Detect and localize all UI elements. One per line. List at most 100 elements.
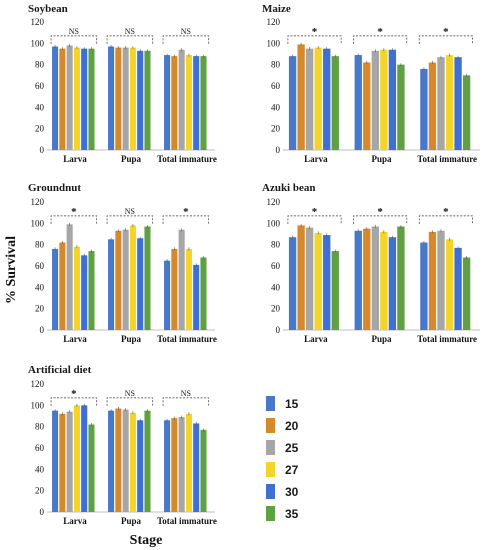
category-label: Pupa [371,154,392,164]
panel-title: Maize [262,3,291,15]
y-tick-label: 60 [35,81,45,91]
legend-swatch [266,440,275,455]
bar [363,62,371,150]
significance-bracket [418,35,473,44]
bar [420,68,428,150]
chart-panel-0: Soybean 0 20 40 60 80 100 120 Larva NS Pupa NS Total… [28,3,217,164]
bar [428,231,437,330]
bar [129,47,136,150]
bar [122,229,129,330]
bar [88,424,95,512]
y-tick-label: 80 [271,240,281,250]
y-tick-label: 120 [31,379,45,389]
panel-title: Azuki bean [262,182,316,194]
significance-label: NS [125,27,135,36]
bar [193,56,200,150]
chart-panel-4: Artificial diet 0 20 40 60 80 100 120 Larva * Pupa… [28,364,217,526]
y-tick-label: 0 [276,325,281,335]
category-label: Total immature [157,154,217,164]
bar [314,47,322,150]
y-tick-label: 80 [35,240,45,250]
legend-swatch [266,418,275,433]
bar [371,50,379,150]
significance-bracket [106,215,154,224]
bar [88,48,95,150]
bar [354,230,362,330]
bar [428,62,437,150]
legend-swatch [266,484,275,499]
y-tick-label: 40 [271,102,281,112]
category-label: Pupa [371,334,392,344]
bar [178,417,185,512]
significance-bracket [287,35,342,44]
bar [81,48,88,150]
y-tick-label: 0 [40,325,45,335]
category-label: Larva [63,334,87,344]
y-tick-label: 60 [35,261,45,271]
significance-bracket [50,35,98,44]
y-tick-label: 0 [40,507,45,517]
category-label: Total immature [157,334,217,344]
legend: 15 20 25 27 30 35 [266,396,299,521]
bar [137,50,144,150]
category-label: Larva [63,154,87,164]
significance-bracket [353,35,408,44]
bar [445,239,454,330]
bar [122,47,129,150]
bar [115,47,122,150]
y-tick-label: 100 [31,400,45,410]
bar [331,56,339,150]
significance-bracket [353,215,408,224]
significance-label: * [377,26,383,38]
significance-label: * [443,206,449,218]
bar [66,45,73,150]
bar [164,420,171,512]
bar [354,55,362,150]
y-tick-label: 20 [35,486,45,496]
significance-label: * [312,26,318,38]
y-tick-label: 40 [35,464,45,474]
y-tick-label: 60 [35,443,45,453]
bar [437,230,445,330]
legend-swatch [266,506,275,521]
category-label: Larva [63,516,87,526]
bar [164,260,171,330]
significance-label: * [443,26,449,38]
panel-title: Soybean [28,3,68,15]
y-tick-label: 80 [271,60,281,70]
category-label: Pupa [121,516,142,526]
bar [108,239,115,330]
bar [323,235,331,330]
bar [380,49,388,151]
y-tick-label: 60 [271,81,281,91]
significance-label: NS [69,27,79,36]
bar [144,50,151,150]
panel-title: Groundnut [28,182,81,194]
y-tick-label: 120 [267,197,281,207]
legend-label: 20 [285,419,299,433]
significance-bracket [162,35,210,44]
bar [88,251,95,330]
legend-swatch [266,462,275,477]
significance-label: NS [125,389,135,398]
bar [420,242,428,330]
y-tick-label: 20 [35,304,45,314]
y-tick-label: 120 [267,17,281,27]
bar [52,46,59,150]
significance-bracket [418,215,473,224]
legend-label: 27 [285,463,299,477]
bar [397,64,405,150]
y-tick-label: 0 [276,145,281,155]
significance-bracket [162,215,210,224]
category-label: Total immature [417,154,477,164]
significance-bracket [106,35,154,44]
chart-panel-3: Azuki bean 0 20 40 60 80 100 120 Larva * Pupa * Tota… [262,182,480,344]
significance-label: * [377,206,383,218]
significance-bracket [106,397,154,406]
significance-label: * [312,206,318,218]
bar [437,57,445,151]
y-tick-label: 40 [271,282,281,292]
bar [297,44,305,150]
bar [288,237,297,330]
